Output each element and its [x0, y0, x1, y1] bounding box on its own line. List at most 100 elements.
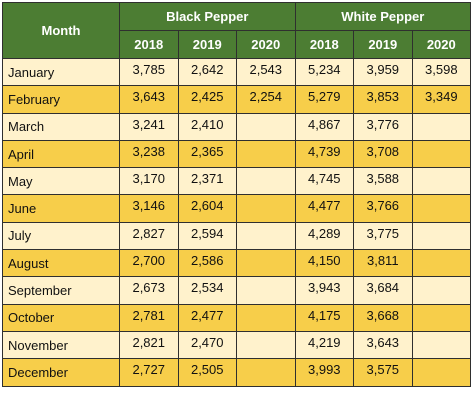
black-pepper-2020-cell — [236, 358, 296, 387]
white-pepper-2019-cell: 3,684 — [353, 276, 413, 305]
white-pepper-2018-cell: 4,867 — [294, 112, 355, 141]
white-pepper-2019-cell: 3,575 — [353, 358, 413, 387]
white-pepper-2018-cell: 4,175 — [294, 303, 355, 332]
black-pepper-2018-cell: 3,238 — [119, 139, 179, 169]
month-cell: May — [2, 167, 120, 196]
black-pepper-2019-cell: 2,365 — [177, 139, 237, 169]
white-pepper-2019-cell: 3,766 — [353, 194, 413, 223]
month-cell: September — [2, 276, 120, 305]
black-pepper-2020-cell — [236, 249, 296, 278]
header-row-years: 2018 2019 2020 2018 2019 2020 — [3, 30, 472, 59]
table-row: December 2,727 2,505 3,993 3,575 — [2, 358, 472, 387]
white-pepper-2018-cell: 5,234 — [294, 57, 355, 87]
white-pepper-2020-cell — [411, 221, 472, 251]
black-pepper-2019-cell: 2,586 — [177, 249, 237, 278]
white-pepper-2018-cell: 5,279 — [294, 85, 355, 114]
month-cell: August — [2, 249, 120, 278]
black-pepper-2020-cell — [236, 221, 296, 251]
white-pepper-2019-cell: 3,588 — [353, 167, 413, 196]
black-pepper-2020-cell: 2,254 — [236, 85, 296, 114]
white-pepper-2019-cell: 3,643 — [353, 330, 413, 360]
white-pepper-2020-cell: 3,598 — [411, 57, 472, 87]
white-pepper-2019-cell: 3,811 — [353, 249, 413, 278]
white-year-2018-header: 2018 — [294, 30, 355, 59]
table-row: November 2,821 2,470 4,219 3,643 — [2, 330, 472, 360]
white-pepper-2020-cell — [411, 194, 472, 223]
white-pepper-2020-cell — [411, 276, 472, 305]
black-pepper-2019-cell: 2,505 — [177, 358, 237, 387]
month-cell: March — [2, 112, 120, 141]
black-pepper-2019-cell: 2,425 — [177, 85, 237, 114]
white-pepper-2020-cell — [411, 330, 472, 360]
month-cell: November — [2, 330, 120, 360]
table-row: January 3,785 2,642 2,543 5,234 3,959 3,598 — [2, 57, 472, 87]
black-pepper-2019-cell: 2,410 — [177, 112, 237, 141]
month-cell: July — [2, 221, 120, 251]
table-row: April 3,238 2,365 4,739 3,708 — [2, 139, 472, 169]
month-cell: December — [2, 358, 120, 387]
black-pepper-2018-cell: 2,727 — [119, 358, 179, 387]
month-column-header: Month — [2, 2, 120, 59]
black-pepper-2018-cell: 3,643 — [119, 85, 179, 114]
white-pepper-2018-cell: 3,943 — [294, 276, 355, 305]
white-pepper-2018-cell: 4,477 — [294, 194, 355, 223]
black-pepper-2020-cell — [236, 194, 296, 223]
black-pepper-2020-cell — [236, 112, 296, 141]
white-pepper-2018-cell: 4,289 — [294, 221, 355, 251]
pepper-price-table: Month Black Pepper White Pepper 2018 201… — [2, 2, 472, 387]
month-cell: October — [2, 303, 120, 332]
black-pepper-2020-cell — [236, 139, 296, 169]
black-pepper-2018-cell: 2,827 — [119, 221, 179, 251]
black-pepper-2018-cell: 3,170 — [119, 167, 179, 196]
black-pepper-2020-cell — [236, 167, 296, 196]
black-year-2018-header: 2018 — [119, 30, 179, 59]
white-year-2020-header: 2020 — [411, 30, 472, 59]
black-pepper-2018-cell: 3,241 — [119, 112, 179, 141]
table-row: March 3,241 2,410 4,867 3,776 — [2, 112, 472, 141]
header-row-groups: Month Black Pepper White Pepper — [2, 2, 472, 59]
table-body: January 3,785 2,642 2,543 5,234 3,959 3,598 Feb… — [2, 57, 472, 387]
white-pepper-2019-cell: 3,775 — [353, 221, 413, 251]
month-cell: February — [2, 85, 120, 114]
white-pepper-2019-cell: 3,959 — [353, 57, 413, 87]
black-pepper-2019-cell: 2,477 — [177, 303, 237, 332]
black-pepper-2018-cell: 3,785 — [119, 57, 179, 87]
white-pepper-2020-cell — [411, 358, 472, 387]
black-pepper-2020-cell — [236, 330, 296, 360]
table-row: October 2,781 2,477 4,175 3,668 — [2, 303, 472, 332]
white-pepper-2020-cell — [411, 112, 472, 141]
white-pepper-2018-cell: 4,739 — [294, 139, 355, 169]
black-pepper-group-header: Black Pepper — [119, 2, 296, 31]
table-row: May 3,170 2,371 4,745 3,588 — [2, 167, 472, 196]
table-row: August 2,700 2,586 4,150 3,811 — [2, 249, 472, 278]
white-pepper-2019-cell: 3,668 — [353, 303, 413, 332]
table-row: September 2,673 2,534 3,943 3,684 — [2, 276, 472, 305]
black-pepper-2020-cell — [236, 276, 296, 305]
table-row: July 2,827 2,594 4,289 3,775 — [2, 221, 472, 251]
white-pepper-2018-cell: 3,993 — [294, 358, 355, 387]
black-pepper-2019-cell: 2,604 — [177, 194, 237, 223]
black-year-2019-header: 2019 — [177, 30, 237, 59]
white-pepper-2018-cell: 4,219 — [294, 330, 355, 360]
black-pepper-2018-cell: 2,781 — [119, 303, 179, 332]
black-pepper-2018-cell: 2,821 — [119, 330, 179, 360]
white-pepper-2019-cell: 3,776 — [353, 112, 413, 141]
black-pepper-2019-cell: 2,371 — [177, 167, 237, 196]
black-pepper-2019-cell: 2,534 — [177, 276, 237, 305]
black-pepper-2019-cell: 2,470 — [177, 330, 237, 360]
month-cell: January — [2, 57, 120, 87]
white-pepper-2019-cell: 3,708 — [353, 139, 413, 169]
black-year-2020-header: 2020 — [236, 30, 296, 59]
table-row: February 3,643 2,425 2,254 5,279 3,853 3,349 — [2, 85, 472, 114]
white-pepper-2020-cell — [411, 249, 472, 278]
black-pepper-2020-cell — [236, 303, 296, 332]
black-pepper-2018-cell: 2,700 — [119, 249, 179, 278]
white-pepper-2020-cell — [411, 167, 472, 196]
black-pepper-2018-cell: 2,673 — [119, 276, 179, 305]
black-pepper-2020-cell: 2,543 — [236, 57, 296, 87]
white-year-2019-header: 2019 — [353, 30, 413, 59]
black-pepper-2019-cell: 2,642 — [177, 57, 237, 87]
black-pepper-2018-cell: 3,146 — [119, 194, 179, 223]
white-pepper-2019-cell: 3,853 — [353, 85, 413, 114]
